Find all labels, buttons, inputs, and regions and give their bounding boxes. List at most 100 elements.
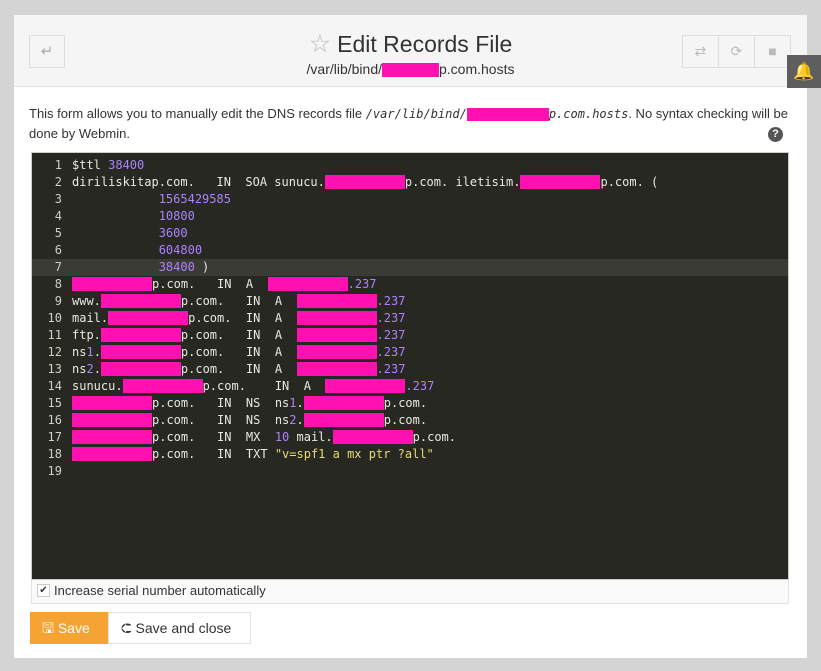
- redaction: [296, 362, 377, 376]
- code-token: p.com. IN A: [180, 294, 297, 308]
- code-token: p.com. IN TXT: [152, 447, 275, 461]
- redaction: [72, 277, 152, 291]
- refresh-button[interactable]: ⟳: [718, 35, 755, 68]
- code-line[interactable]: 5 3600: [32, 225, 788, 242]
- code-line[interactable]: 9 www. p.com. IN A .237: [32, 293, 788, 310]
- code-token: p.com. IN A: [180, 345, 297, 359]
- line-number: 17: [47, 430, 62, 444]
- code-token: $ttl: [72, 158, 109, 172]
- code-line[interactable]: 14 sunucu. p.com. IN A .237: [32, 378, 788, 395]
- line-number: 18: [47, 447, 62, 461]
- stop-icon: ■: [768, 43, 777, 59]
- code-token: mail.: [289, 430, 333, 444]
- code-token: www.: [72, 294, 101, 308]
- code-token: sunucu.: [72, 379, 123, 393]
- line-number: 6: [54, 243, 62, 257]
- save-button[interactable]: 🖫 Save: [30, 612, 108, 644]
- code-token: p.com. IN NS ns: [152, 413, 290, 427]
- code-token: [72, 209, 159, 223]
- redaction: [325, 379, 406, 393]
- code-token: .: [296, 396, 304, 410]
- code-token: ): [194, 260, 210, 274]
- code-line[interactable]: 7 38400 ): [32, 259, 788, 276]
- code-line[interactable]: 10 mail. p.com. IN A .237: [32, 310, 788, 327]
- code-line[interactable]: 18 p.com. IN TXT "v=spf1 a mx ptr ?all": [32, 446, 788, 463]
- retweet-icon: ⇄: [694, 43, 707, 59]
- code-line[interactable]: 15 p.com. IN NS ns1. p.com.: [32, 395, 788, 412]
- increase-serial-checkbox[interactable]: ✔: [37, 584, 50, 597]
- code-token: .237: [376, 362, 406, 376]
- line-number: 10: [47, 311, 62, 325]
- code-line[interactable]: 17 p.com. IN MX 10 mail. p.com.: [32, 429, 788, 446]
- help-icon[interactable]: ?: [768, 127, 783, 142]
- line-number: 9: [54, 294, 62, 308]
- redaction: [382, 63, 439, 78]
- page-panel: ↵ ☆ Edit Records File /var/lib/bind/p.com…: [14, 15, 807, 658]
- line-number: 4: [54, 209, 62, 223]
- stop-button[interactable]: ■: [754, 35, 791, 68]
- redaction: [72, 396, 152, 410]
- redaction: [296, 345, 377, 359]
- code-token: 3600: [158, 226, 188, 240]
- code-token: 10800: [158, 209, 195, 223]
- code-token: p.com.: [412, 430, 456, 444]
- page-subtitle: /var/lib/bind/p.com.hosts: [306, 61, 515, 78]
- code-line[interactable]: 12 ns1. p.com. IN A .237: [32, 344, 788, 361]
- code-token: "v=spf1 a mx ptr ?all": [274, 447, 434, 461]
- code-token: 604800: [158, 243, 203, 257]
- redaction: [100, 362, 181, 376]
- code-line[interactable]: 2 diriliskitap.com. IN SOA sunucu. p.com. …: [32, 174, 788, 191]
- code-token: 38400: [108, 158, 145, 172]
- line-number: 19: [47, 464, 62, 478]
- line-number: 8: [54, 277, 62, 291]
- code-token: mail.: [72, 311, 109, 325]
- code-token: p.com.: [383, 413, 428, 427]
- code-token: .237: [347, 277, 377, 291]
- line-number: 14: [47, 379, 62, 393]
- code-line[interactable]: 13 ns2. p.com. IN A .237: [32, 361, 788, 378]
- description: This form allows you to manually edit th…: [29, 106, 789, 141]
- star-icon[interactable]: ☆: [308, 30, 332, 58]
- refresh-icon: ⟳: [730, 43, 743, 59]
- code-line[interactable]: 19: [32, 463, 788, 480]
- code-line[interactable]: 4 10800: [32, 208, 788, 225]
- code-line[interactable]: 11 ftp. p.com. IN A .237: [32, 327, 788, 344]
- line-number: 11: [47, 328, 62, 342]
- code-token: 10: [274, 430, 290, 444]
- retweet-button[interactable]: ⇄: [682, 35, 719, 68]
- line-number: 13: [47, 362, 62, 376]
- notifications-button[interactable]: 🔔: [787, 55, 821, 88]
- code-line[interactable]: 1 $ttl 38400: [32, 157, 788, 174]
- floppy-icon: 🖫: [42, 620, 54, 636]
- back-button[interactable]: ↵: [29, 35, 65, 68]
- line-number: 2: [54, 175, 62, 189]
- code-token: .: [93, 362, 101, 376]
- toolbar: ⇄ ⟳ ■: [682, 35, 791, 68]
- code-token: p.com. IN A: [188, 311, 297, 325]
- code-line[interactable]: 6 604800: [32, 242, 788, 259]
- code-token: p.com.: [383, 396, 428, 410]
- redaction: [296, 328, 377, 342]
- redaction: [466, 108, 549, 122]
- circle-arrow-left-icon: ⮈: [121, 620, 132, 636]
- redaction: [72, 430, 152, 444]
- code-token: .237: [376, 294, 406, 308]
- code-token: .237: [376, 345, 406, 359]
- code-line[interactable]: 8 p.com. IN A .237: [32, 276, 788, 293]
- code-token: 1565429585: [158, 192, 231, 206]
- save-and-close-button[interactable]: ⮈ Save and close: [108, 612, 251, 644]
- code-token: [72, 192, 159, 206]
- code-token: p.com. IN A: [152, 277, 268, 291]
- code-token: diriliskitap.com. IN SOA sunucu.: [72, 175, 325, 189]
- code-token: .: [93, 345, 101, 359]
- code-line[interactable]: 3 1565429585: [32, 191, 788, 208]
- code-line[interactable]: 16 p.com. IN NS ns2. p.com.: [32, 412, 788, 429]
- code-token: .237: [376, 328, 406, 342]
- redaction: [296, 294, 377, 308]
- line-number: 15: [47, 396, 62, 410]
- code-token: ftp.: [72, 328, 101, 342]
- redaction: [72, 447, 152, 461]
- code-editor[interactable]: 1 $ttl 38400 2 diriliskitap.com. IN SOA sun…: [31, 152, 789, 580]
- options-bar: ✔ Increase serial number automatically: [31, 580, 789, 604]
- line-number: 16: [47, 413, 62, 427]
